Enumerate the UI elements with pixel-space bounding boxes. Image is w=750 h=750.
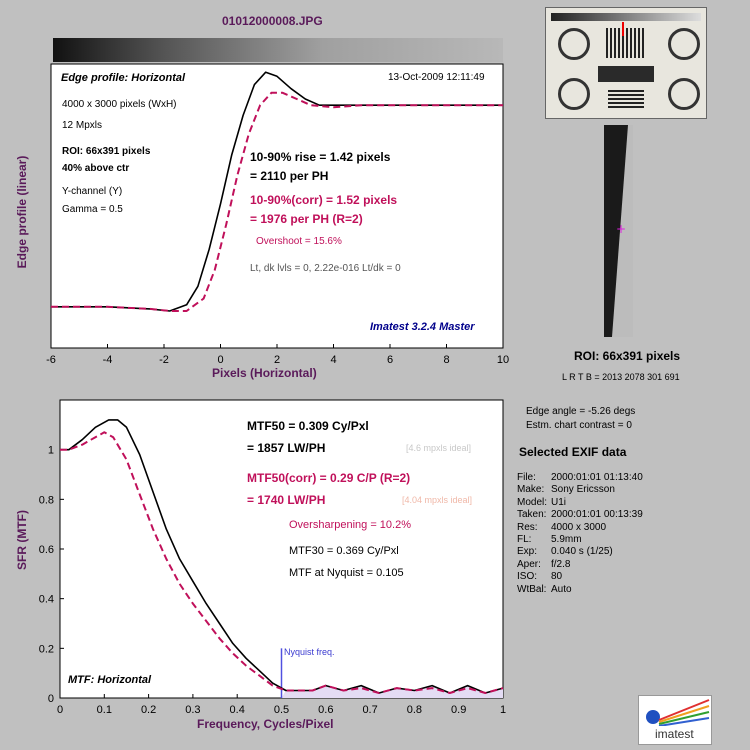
x-tick-label: -6 — [46, 354, 56, 366]
x-tick-label: 6 — [387, 354, 393, 366]
megapixels: 12 Mpxls — [62, 120, 103, 131]
exif-key: File: — [517, 472, 536, 483]
bottom-x-axis-label: Frequency, Cycles/Pixel — [197, 717, 334, 731]
exif-key: WtBal: — [517, 583, 547, 595]
roi-lrtb: L R T B = 2013 2078 301 691 — [562, 372, 680, 382]
exif-value: 2000:01:01 00:13:39 — [551, 509, 643, 521]
x-tick-label: 0.3 — [185, 704, 200, 716]
x-tick-label: 2 — [274, 354, 280, 366]
y-tick-label: 0.8 — [39, 494, 54, 506]
rise-corr-value: 10-90%(corr) = 1.52 pixels — [250, 193, 398, 207]
exif-value: Auto — [551, 583, 572, 595]
exif-value: 2000:01:01 01:13:40 — [551, 472, 643, 483]
x-tick-label: 1 — [500, 704, 506, 716]
bottom-y-axis-label: SFR (MTF) — [15, 510, 29, 570]
exif-key: ISO: — [517, 571, 538, 583]
exif-key: Aper: — [517, 558, 541, 570]
x-tick-label: 4 — [330, 354, 336, 366]
lwph-corr-value: = 1740 LW/PH — [247, 493, 326, 507]
edge-profile-heading: Edge profile: Horizontal — [61, 72, 186, 84]
imatest-logo: imatest — [638, 695, 712, 745]
x-tick-label: 0 — [217, 354, 223, 366]
exif-value: U1i — [551, 496, 567, 508]
ideal-mpxls-1: [4.6 mpxls ideal] — [406, 443, 472, 453]
channel: Y-channel (Y) — [62, 186, 123, 197]
y-tick-label: 0.4 — [39, 594, 54, 606]
x-tick-label: 0.4 — [230, 704, 245, 716]
exif-value: Sony Ericsson — [551, 484, 615, 496]
imatest-version: Imatest 3.2.4 Master — [370, 321, 475, 333]
x-tick-label: -2 — [159, 354, 169, 366]
y-tick-label: 1 — [48, 445, 54, 457]
exif-value: 0.040 s (1/25) — [551, 546, 613, 558]
x-tick-label: 0 — [57, 704, 63, 716]
exif-value: 5.9mm — [551, 534, 582, 545]
chart-thumbnail — [545, 7, 707, 119]
mtf-nyquist-value: MTF at Nyquist = 0.105 — [289, 567, 404, 579]
top-x-axis-label: Pixels (Horizontal) — [212, 366, 317, 380]
exif-value: 80 — [551, 571, 563, 583]
edge-series-line — [51, 91, 503, 312]
top-y-axis-label: Edge profile (linear) — [15, 155, 29, 269]
x-tick-label: 0.5 — [274, 704, 289, 716]
datetime: 13-Oct-2009 12:11:49 — [388, 72, 485, 83]
x-tick-label: -4 — [103, 354, 113, 366]
levels-value: Lt, dk lvls = 0, 2.22e-016 Lt/dk = 0 — [250, 263, 401, 274]
exif-key: FL: — [517, 534, 532, 545]
lwph-value: = 1857 LW/PH — [247, 441, 326, 455]
overshoot-value: Overshoot = 15.6% — [256, 236, 342, 247]
logo-text: imatest — [655, 727, 694, 741]
x-tick-label: 0.8 — [407, 704, 422, 716]
x-tick-label: 0.6 — [318, 704, 333, 716]
roi-image: + — [604, 125, 633, 337]
roi-label: ROI: 66x391 pixels — [62, 146, 151, 157]
edge-angle: Edge angle = -5.26 degs — [526, 406, 636, 417]
y-tick-label: 0.2 — [39, 643, 54, 655]
x-tick-label: 0.7 — [362, 704, 377, 716]
oversharpening-value: Oversharpening = 10.2% — [289, 519, 411, 531]
y-tick-label: 0.6 — [39, 544, 54, 556]
edge-series-line — [51, 71, 503, 312]
y-tick-label: 0 — [48, 693, 54, 705]
mtf50-value: MTF50 = 0.309 Cy/Pxl — [247, 419, 369, 433]
exif-key: Model: — [517, 496, 548, 508]
mtf-heading: MTF: Horizontal — [68, 674, 152, 686]
chart-contrast: Estm. chart contrast = 0 — [526, 420, 632, 431]
pixel-dimensions: 4000 x 3000 pixels (WxH) — [62, 99, 177, 110]
exif-key: Res: — [517, 521, 538, 533]
x-tick-label: 0.9 — [451, 704, 466, 716]
svg-text:+: + — [616, 222, 626, 236]
nyquist-label: Nyquist freq. — [284, 647, 335, 657]
x-tick-label: 0.1 — [97, 704, 112, 716]
gray-scale-strip — [53, 38, 503, 62]
exif-key: Taken: — [517, 509, 547, 521]
exif-value: f/2.8 — [551, 558, 571, 570]
x-tick-label: 10 — [497, 354, 509, 366]
mtf-series-line — [60, 431, 504, 694]
roi-title: ROI: 66x391 pixels — [574, 349, 681, 363]
roi-position: 40% above ctr — [62, 163, 130, 174]
mtf50-corr-value: MTF50(corr) = 0.29 C/P (R=2) — [247, 471, 411, 485]
ideal-mpxls-2: [4.04 mpxls ideal] — [402, 495, 473, 505]
x-tick-label: 8 — [443, 354, 449, 366]
rise-value: 10-90% rise = 1.42 pixels — [250, 150, 391, 164]
gamma: Gamma = 0.5 — [62, 204, 123, 215]
x-tick-label: 0.2 — [141, 704, 156, 716]
exif-value: 4000 x 3000 — [551, 521, 607, 533]
file-title: 01012000008.JPG — [222, 14, 323, 28]
per-ph-corr-value: = 1976 per PH (R=2) — [250, 212, 363, 226]
mtf30-value: MTF30 = 0.369 Cy/Pxl — [289, 545, 399, 557]
exif-key: Exp: — [517, 546, 538, 558]
exif-key: Make: — [517, 484, 545, 496]
per-ph-value: = 2110 per PH — [250, 169, 329, 183]
exif-title: Selected EXIF data — [519, 445, 627, 459]
